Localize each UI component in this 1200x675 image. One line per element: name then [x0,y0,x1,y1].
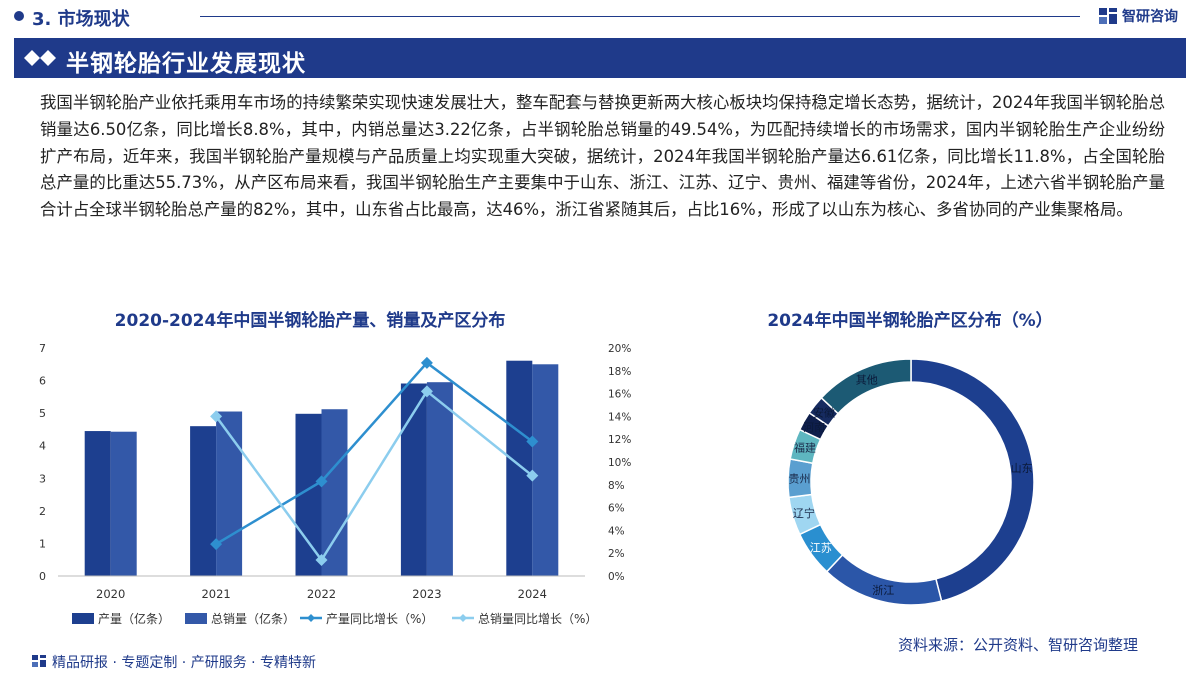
y2-tick-label: 4% [608,525,625,537]
brand-logo-icon [1099,8,1117,24]
bar-sales [532,364,559,576]
line-point-sales-growth [210,410,223,423]
combo-chart: 0 1 2 3 4 5 6 7 0% 2% 4% 6% 8% 10% 12% 14% 16% 18% 20% 20… [39,342,631,626]
y2-tick-label: 18% [608,366,631,378]
donut-slice [910,358,1035,603]
line-point-sales-growth [526,469,539,482]
bar-output [84,431,111,576]
line-point-sales-growth [315,554,328,567]
donut-slice-label: 贵州 [789,472,811,485]
title-banner: 半钢轮胎行业发展现状 [14,38,1186,78]
y2-tick-label: 20% [608,343,631,355]
donut-slice-label: 辽宁 [793,506,815,520]
brand-logo: 智研咨询 [1098,5,1178,27]
line-point-output-growth [526,435,539,448]
footer-tagline: 精品研报 · 专题定制 · 产研服务 · 专精特新 [52,655,317,671]
legend-label: 总销量同比增长（%） [478,612,597,626]
diamond-icon [24,50,56,66]
bar-sales [426,382,453,576]
section-bullet-icon [14,11,24,21]
bar-output [400,383,427,576]
y-tick-label: 7 [39,342,46,355]
donut-slice [825,553,943,606]
legend-swatch [72,613,94,624]
source-note: 资料来源：公开资料、智研咨询整理 [898,636,1139,654]
y2-tick-label: 0% [608,571,625,583]
y-tick-label: 0 [39,570,46,583]
donut-slice-label: 浙江 [872,584,894,597]
line-output-growth [215,361,534,546]
legend-label: 产量同比增长（%） [326,612,433,626]
x-tick-label: 2020 [96,587,125,601]
legend-label: 总销量（亿条） [211,611,295,626]
line-point-output-growth [420,356,433,369]
footer: 精品研报 · 专题定制 · 产研服务 · 专精特新 [0,650,1200,675]
x-tick-label: 2024 [518,587,547,601]
y2-tick-label: 10% [608,457,631,469]
bar-sales [321,409,348,576]
y-tick-label: 3 [39,472,46,485]
bar-sales [216,411,243,576]
combo-chart-title: 2020-2024年中国半钢轮胎产量、销量及产区分布 [114,311,506,331]
y-tick-label: 4 [39,440,46,453]
y2-tick-label: 12% [608,434,631,446]
donut-slice-label: 山东 [1011,462,1033,475]
y2-tick-label: 8% [608,480,625,492]
y-tick-label: 6 [39,375,46,388]
footer-logo-icon [32,655,46,667]
brand-name: 智研咨询 [1122,9,1178,25]
donut-slice-label: 安徽 [813,405,835,419]
legend-label: 产量（亿条） [98,611,170,626]
line-point-output-growth [210,538,223,551]
top-bar: 3. 市场现状 智研咨询 [0,0,1200,34]
donut-slice-label: 福建 [794,441,816,455]
bar-output [506,360,533,576]
x-tick-label: 2023 [412,587,441,601]
donut-slice-label: 河南 [803,421,825,434]
y2-tick-label: 16% [608,389,631,401]
line-point-sales-growth [420,385,433,398]
header-rule [200,16,1080,17]
donut-slice-label: 江苏 [810,542,832,555]
y2-tick-label: 14% [608,411,631,423]
x-tick-label: 2021 [201,587,230,601]
legend-marker [307,614,315,622]
y-tick-label: 1 [39,537,46,550]
y-tick-label: 5 [39,407,46,420]
section-heading: 3. 市场现状 [32,9,130,30]
legend-marker [459,614,467,622]
line-point-output-growth [315,475,328,488]
y2-tick-label: 2% [608,548,625,560]
x-tick-label: 2022 [307,587,336,601]
body-paragraph: 我国半钢轮胎产业依托乘用车市场的持续繁荣实现快速发展壮大，整车配套与替换更新两大… [40,93,1165,220]
donut-chart-title: 2024年中国半钢轮胎产区分布（%） [767,311,1053,331]
donut-slice-label: 其他 [856,374,878,387]
legend-swatch [185,613,207,624]
y-tick-label: 2 [39,505,46,518]
donut-slice [820,358,912,415]
page-title: 半钢轮胎行业发展现状 [66,51,306,77]
bar-sales [110,431,137,576]
bar-output [190,426,217,576]
line-sales-growth [215,389,534,563]
y2-tick-label: 6% [608,503,625,515]
